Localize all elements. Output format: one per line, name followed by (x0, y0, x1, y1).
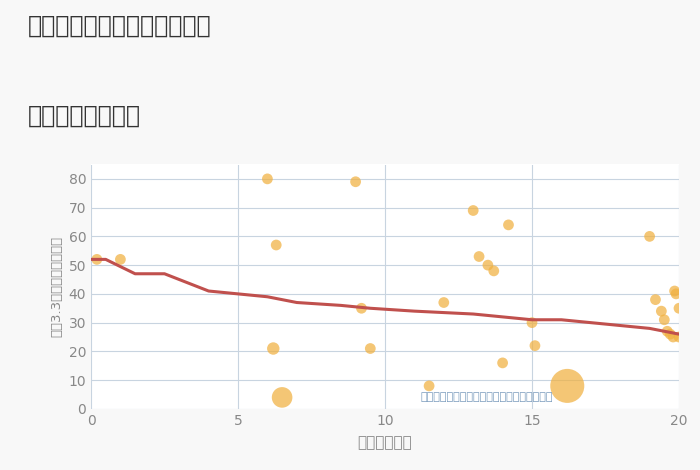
Point (644, 233, 655, 240)
Point (115, 256, 126, 263)
Point (529, 342, 540, 349)
X-axis label: 駅距離（分）: 駅距離（分） (358, 435, 412, 450)
Text: 駅距離別土地価格: 駅距離別土地価格 (28, 103, 141, 127)
Point (438, 299, 449, 306)
Point (497, 359, 508, 367)
Point (673, 305, 685, 312)
Y-axis label: 坪（3.3㎡）単価（万円）: 坪（3.3㎡）単価（万円） (50, 236, 63, 337)
Point (668, 333, 679, 341)
Point (659, 316, 670, 323)
Point (365, 345, 376, 352)
Point (662, 328, 673, 335)
Point (656, 307, 667, 315)
Point (482, 261, 493, 269)
Point (424, 382, 435, 390)
Point (561, 382, 573, 390)
Point (350, 178, 361, 186)
Point (473, 253, 484, 260)
Point (669, 287, 680, 295)
Point (271, 241, 282, 249)
Point (503, 221, 514, 228)
Point (267, 345, 279, 352)
Point (673, 333, 685, 341)
Point (526, 319, 538, 326)
Point (91, 256, 102, 263)
Point (664, 330, 676, 338)
Text: 奈良県奈良市月ヶ瀬桃香野の: 奈良県奈良市月ヶ瀬桃香野の (28, 14, 211, 38)
Point (262, 175, 273, 183)
Point (671, 290, 682, 298)
Point (276, 394, 288, 401)
Point (650, 296, 661, 304)
Point (468, 207, 479, 214)
Point (488, 267, 499, 274)
Text: 円の大きさは、取引のあった物件面積を示す: 円の大きさは、取引のあった物件面積を示す (420, 392, 553, 402)
Point (356, 305, 367, 312)
